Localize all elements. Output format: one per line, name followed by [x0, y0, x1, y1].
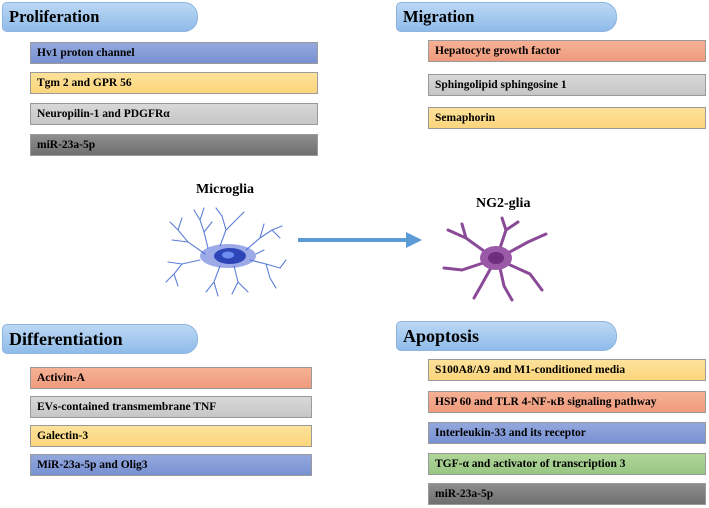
migration-item: Hepatocyte growth factor	[428, 40, 706, 62]
proliferation-item: Hv1 proton channel	[30, 42, 318, 64]
apoptosis-item: miR-23a-5p	[428, 483, 706, 505]
differentiation-item: Activin-A	[30, 367, 312, 389]
migration-item: Sphingolipid sphingosine 1	[428, 74, 706, 96]
proliferation-item: Neuropilin-1 and PDGFRα	[30, 103, 318, 125]
apoptosis-item: TGF-α and activator of transcription 3	[428, 453, 706, 475]
migration-header: Migration	[396, 2, 617, 32]
microglia-label: Microglia	[196, 182, 255, 197]
transition-arrow	[298, 232, 422, 248]
apoptosis-item: Interleukin-33 and its receptor	[428, 422, 706, 444]
apoptosis-item: S100A8/A9 and M1-conditioned media	[428, 359, 706, 381]
apoptosis-item: HSP 60 and TLR 4-NF-κB signaling pathway	[428, 391, 706, 413]
differentiation-item: MiR-23a-5p and Olig3	[30, 454, 312, 476]
ng2-glia-label: NG2-glia	[476, 196, 531, 211]
proliferation-header: Proliferation	[2, 2, 198, 32]
microglia-cell-illustration	[165, 207, 287, 297]
proliferation-item: miR-23a-5p	[30, 134, 318, 156]
differentiation-item: EVs-contained transmembrane TNF	[30, 396, 312, 418]
differentiation-item: Galectin-3	[30, 425, 312, 447]
ng2-glia-cell-illustration	[442, 216, 548, 302]
differentiation-header: Differentiation	[2, 324, 198, 354]
proliferation-item: Tgm 2 and GPR 56	[30, 72, 318, 94]
migration-item: Semaphorin	[428, 107, 706, 129]
apoptosis-header: Apoptosis	[396, 321, 617, 351]
